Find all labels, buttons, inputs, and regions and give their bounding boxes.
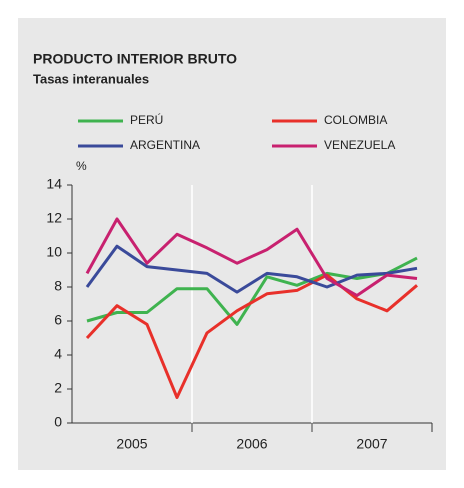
y-tick-label: 12 [46,210,62,226]
y-tick-label: 4 [54,346,62,362]
series-line [85,273,418,399]
legend-label: COLOMBIA [324,113,387,127]
x-group-label: 2005 [116,436,147,452]
x-group-label: 2006 [236,436,267,452]
y-tick-label: 14 [46,176,62,192]
chart-title: PRODUCTO INTERIOR BRUTO [33,51,237,67]
panel [18,18,446,470]
x-group-label: 2007 [356,436,387,452]
y-tick-label: 2 [54,380,62,396]
legend-label: PERÚ [130,112,163,127]
y-tick-label: 6 [54,312,62,328]
series-line [85,244,418,294]
chart-subtitle: Tasas interanuales [33,71,149,86]
legend-label: ARGENTINA [130,138,200,152]
y-tick-label: 0 [54,414,62,430]
y-axis-label: % [76,159,87,173]
y-tick-label: 8 [54,278,62,294]
series-line [85,217,418,297]
y-tick-label: 10 [46,244,62,260]
legend-label: VENEZUELA [324,138,395,152]
